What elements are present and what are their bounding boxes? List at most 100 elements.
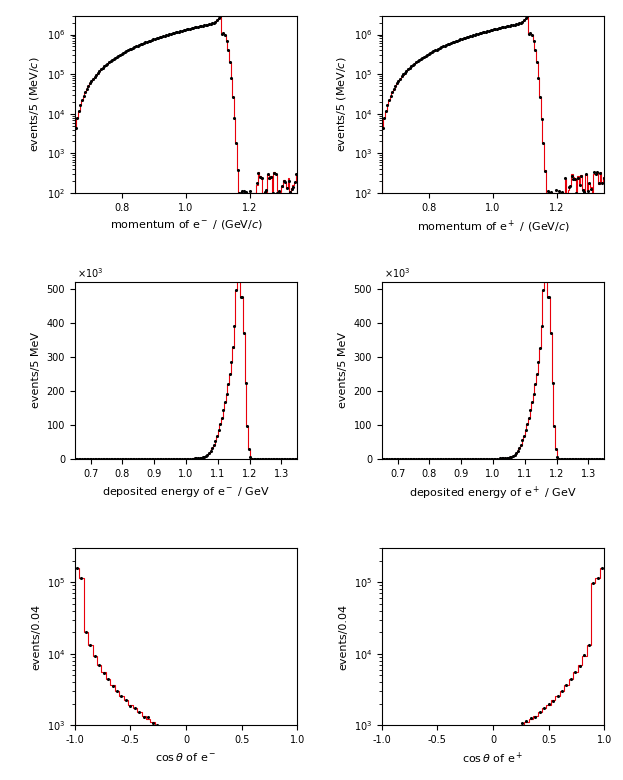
Point [250,188,260,200]
Point [381,105,391,117]
Point [392,726,402,739]
Point [435,452,445,465]
Point [573,453,583,466]
Point [410,726,420,739]
Point [95,65,105,77]
Point [222,34,232,47]
Point [465,452,475,465]
Point [454,34,464,46]
Point [437,452,447,465]
Point [277,453,287,466]
Point [412,452,422,465]
Point [185,23,195,35]
Point [554,185,564,197]
Point [190,21,200,34]
Point [564,453,574,466]
Point [272,186,282,199]
Point [170,729,180,741]
Point [187,22,197,34]
Point [247,187,257,200]
Point [225,56,235,69]
Point [199,451,209,463]
Point [245,185,255,197]
Text: $\times10^3$: $\times10^3$ [77,267,103,280]
Point [215,418,225,431]
Point [188,452,198,465]
Point [508,19,518,31]
Point [424,452,434,465]
Point [391,80,401,92]
Point [462,31,472,44]
Point [245,450,255,463]
Point [562,187,572,200]
Point [581,168,591,180]
Point [282,453,292,466]
Point [502,20,511,33]
Point [196,452,206,465]
Point [379,112,389,124]
Point [446,452,456,465]
Point [261,453,271,466]
Point [202,448,212,461]
Point [394,75,404,87]
Point [587,453,597,466]
Point [91,453,101,466]
Point [161,29,171,41]
Point [395,453,405,466]
Point [553,690,563,703]
Point [498,452,508,465]
Point [133,452,143,465]
Point [207,441,217,454]
Point [201,19,211,31]
Point [93,66,103,79]
Point [194,452,204,465]
Point [142,452,152,465]
Point [508,450,518,463]
Point [464,452,473,465]
Point [280,453,290,466]
Point [421,50,430,62]
Point [96,453,106,466]
Point [483,25,493,37]
Point [543,185,553,197]
Point [269,166,279,179]
Point [144,452,154,465]
Point [240,377,250,389]
Point [104,452,114,465]
Point [174,452,184,465]
Point [99,60,109,73]
Point [179,727,189,739]
Point [557,685,567,697]
Point [260,453,270,466]
Point [470,29,480,41]
Y-axis label: events/5 (MeV/$c$): events/5 (MeV/$c$) [28,57,41,152]
Point [292,168,302,180]
Point [117,452,126,465]
Point [584,453,594,466]
Point [430,44,440,56]
Point [237,291,247,303]
Point [411,452,421,465]
Point [254,453,264,466]
Point [118,452,128,465]
Point [250,727,260,739]
Point [398,453,408,466]
Point [455,34,465,46]
Point [141,36,151,48]
Point [441,39,451,51]
Point [450,452,460,465]
Point [568,173,578,186]
Point [570,173,580,186]
Point [527,29,537,41]
Point [164,452,174,465]
Point [528,34,538,47]
Point [78,453,88,466]
Point [168,27,178,40]
Point [266,171,276,183]
Point [239,327,249,339]
Point [392,453,402,466]
Point [292,453,302,466]
Point [72,453,82,466]
Point [147,452,157,465]
Point [166,725,176,738]
